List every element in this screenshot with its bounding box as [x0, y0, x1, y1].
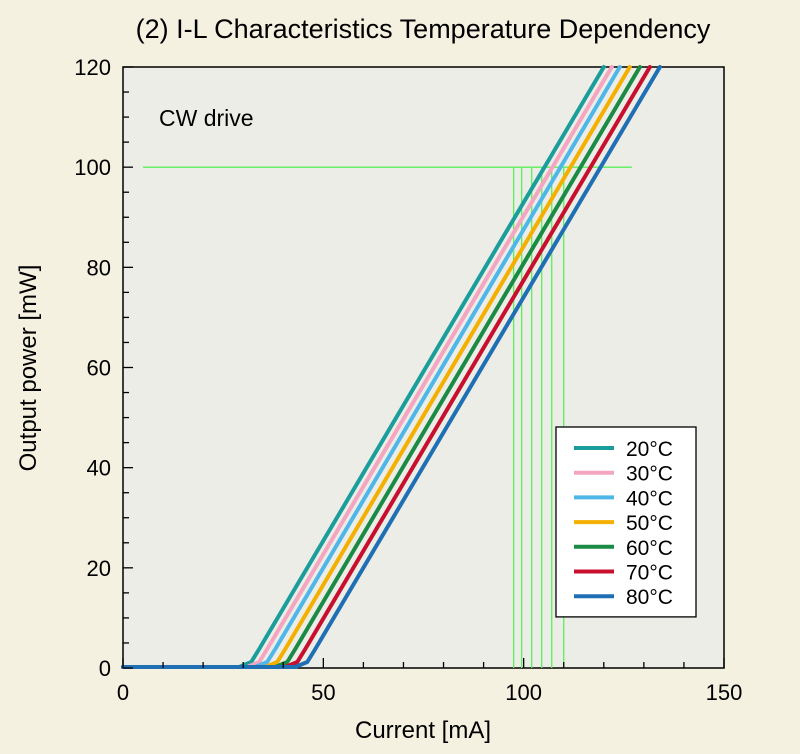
series-line-7	[121, 65, 662, 669]
y-tick-label: 40	[87, 456, 111, 481]
legend-label-2: 30°C	[626, 463, 673, 486]
y-tick-label: 80	[87, 255, 111, 280]
x-axis-label: Current [mA]	[355, 717, 491, 744]
y-tick-label: 60	[87, 356, 111, 381]
series-lines	[121, 65, 662, 669]
legend: 20°C30°C40°C50°C60°C70°C80°C	[555, 426, 697, 618]
x-tick-label: 0	[117, 680, 129, 705]
y-tick-label: 100	[74, 155, 111, 180]
legend-label-4: 50°C	[626, 512, 673, 535]
axes: 0 20 40 60 80 100 120 0 50 100 150	[74, 55, 742, 705]
legend-label-3: 40°C	[626, 487, 673, 510]
y-axis-label: Output power [mW]	[15, 265, 42, 472]
x-tick-label: 100	[505, 680, 542, 705]
legend-label-1: 20°C	[626, 438, 673, 461]
legend-label-5: 60°C	[626, 537, 673, 560]
y-tick-label: 20	[87, 556, 111, 581]
legend-label-6: 70°C	[626, 562, 673, 585]
y-tick-label: 120	[74, 55, 111, 80]
y-tick-label: 0	[99, 656, 111, 681]
annotation-cw-drive: CW drive	[159, 105, 254, 131]
chart-title: (2) I-L Characteristics Temperature Depe…	[136, 14, 711, 44]
x-tick-label: 150	[706, 680, 743, 705]
legend-label-7: 80°C	[626, 586, 673, 609]
x-tick-label: 50	[311, 680, 335, 705]
